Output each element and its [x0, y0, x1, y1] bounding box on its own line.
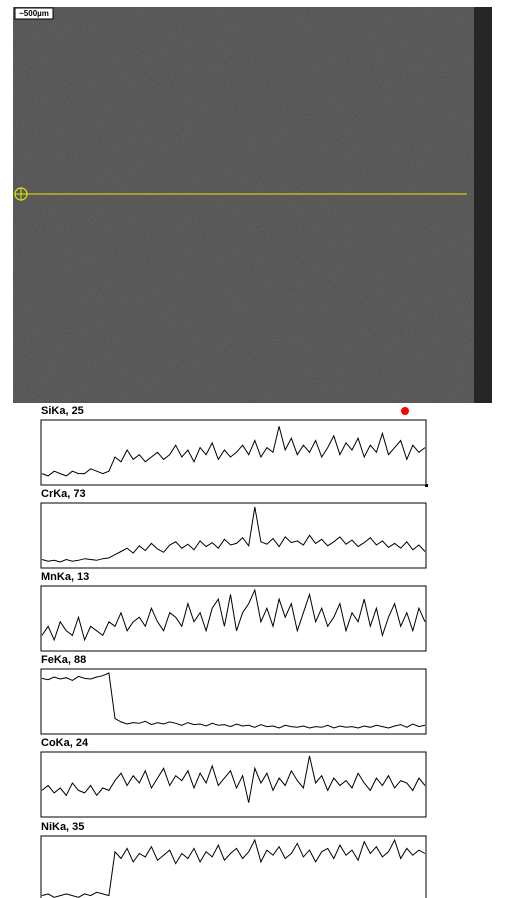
chart-title: CrKa, 73 — [41, 488, 86, 500]
plot-frame — [41, 752, 426, 817]
plot-frame — [41, 836, 426, 898]
chart-title: CoKa, 24 — [41, 737, 89, 749]
status-dot — [401, 407, 409, 415]
plot-frame — [41, 503, 426, 568]
chart-title: MnKa, 13 — [41, 571, 89, 583]
chart-title: FeKa, 88 — [41, 654, 86, 666]
sem-texture — [13, 7, 492, 403]
plot-frame — [41, 420, 426, 485]
sem-image: ~500µm — [13, 7, 492, 403]
plot-frame — [41, 669, 426, 734]
eds-linescan-screen: ~500µm SiKa, 25 CrKa, 73 MnKa, 13 FeKa, 88 C… — [0, 0, 520, 898]
chart-title: NiKa, 35 — [41, 821, 84, 833]
sem-edge — [474, 7, 492, 403]
scale-bar-label: ~500µm — [19, 9, 49, 18]
chart-title: SiKa, 25 — [41, 405, 84, 417]
